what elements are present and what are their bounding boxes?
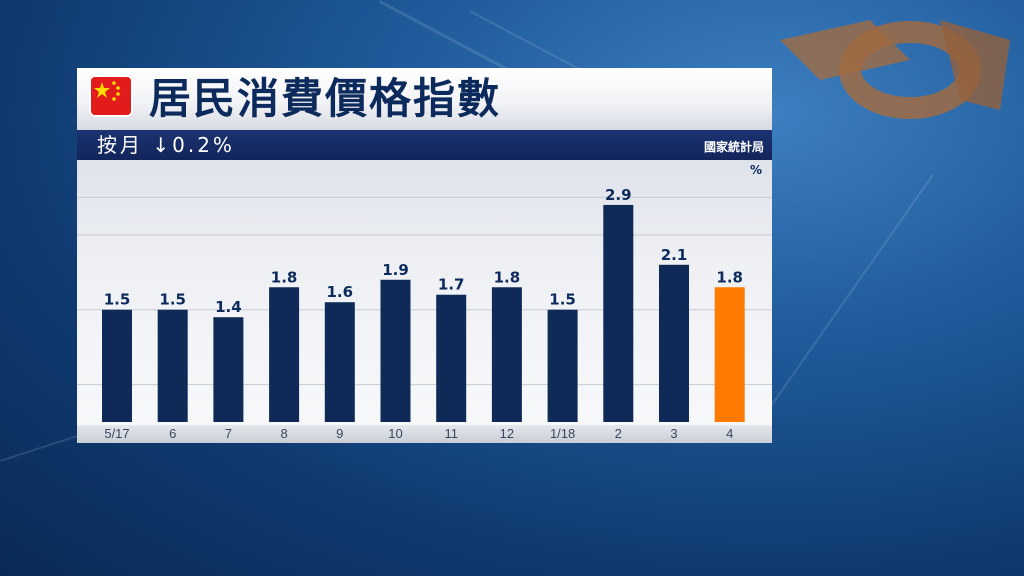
- background-logo-icon: [780, 20, 1010, 119]
- data-label: 2.1: [661, 246, 688, 264]
- x-tick-label: 7: [225, 426, 232, 441]
- background-streak: [760, 174, 934, 422]
- unit-label: %: [750, 163, 762, 177]
- x-tick-label: 10: [388, 426, 402, 441]
- x-tick-label: 9: [336, 426, 343, 441]
- bar: [102, 309, 132, 422]
- x-tick-label: 4: [726, 426, 733, 441]
- chart-title: 居民消費價格指數: [149, 74, 502, 123]
- data-label: 1.7: [438, 276, 465, 294]
- data-label: 1.8: [271, 268, 298, 286]
- plot-area: [77, 160, 772, 425]
- data-label: 2.9: [605, 186, 632, 204]
- chart-subtitle: 按月 ↓0.2%: [97, 133, 235, 157]
- data-label: 1.9: [382, 261, 409, 279]
- bar: [547, 309, 578, 422]
- x-tick-label: 5/17: [104, 426, 129, 441]
- bar: [324, 302, 355, 422]
- x-tick-label: 6: [169, 426, 176, 441]
- source-label: 國家統計局: [703, 140, 764, 154]
- data-label: 1.5: [159, 291, 186, 309]
- data-label: 1.5: [549, 291, 576, 309]
- data-label: 1.8: [494, 268, 521, 286]
- bar: [157, 309, 188, 422]
- x-tick-label: 12: [500, 426, 514, 441]
- bar: [436, 294, 467, 422]
- subtitle-bar: 按月 ↓0.2% 國家統計局: [77, 130, 772, 160]
- data-label: 1.4: [215, 298, 242, 316]
- data-label: 1.8: [716, 268, 743, 286]
- bar: [714, 287, 745, 422]
- bar: [269, 287, 300, 422]
- bar: [659, 264, 689, 422]
- x-tick-label: 8: [280, 426, 287, 441]
- x-tick-label: 2: [615, 426, 622, 441]
- x-axis-band: [77, 425, 772, 443]
- x-tick-label: 3: [670, 426, 677, 441]
- bar: [603, 204, 634, 422]
- bar: [380, 279, 411, 422]
- chart-panel: 居民消費價格指數 按月 ↓0.2% 國家統計局 % 1.5 5/17 1.5 6 1.4 7…: [77, 68, 772, 443]
- x-tick-label: 1/18: [550, 426, 575, 441]
- data-label: 1.5: [104, 291, 131, 309]
- x-tick-label: 11: [444, 426, 458, 441]
- bar: [213, 317, 244, 422]
- title-bar: 居民消費價格指數: [77, 68, 772, 130]
- bar-chart: % 1.5 5/17 1.5 6 1.4 7 1.8 8 1.6 9 1.9 10 1.7 11 1.8 12 1…: [77, 163, 772, 441]
- china-flag-icon: [89, 75, 133, 117]
- bar: [491, 287, 522, 422]
- data-label: 1.6: [327, 283, 354, 301]
